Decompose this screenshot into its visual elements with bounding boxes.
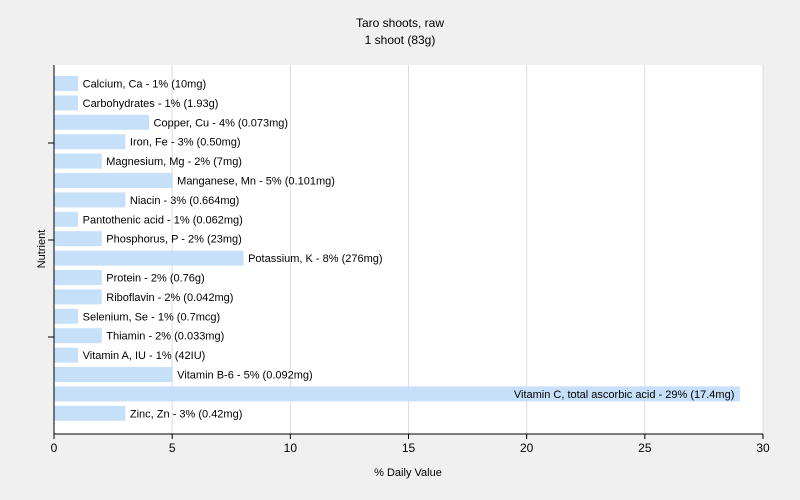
x-tick-label: 0	[51, 441, 58, 455]
bar	[54, 347, 79, 363]
grid-lines	[171, 65, 764, 434]
bar-label: Potassium, K - 8% (276mg)	[248, 253, 382, 265]
bar-label: Iron, Fe - 3% (0.50mg)	[130, 137, 241, 149]
bar	[54, 328, 102, 344]
x-tick-label: 15	[402, 441, 416, 455]
bar-label: Calcium, Ca - 1% (10mg)	[83, 79, 206, 91]
bar	[54, 270, 102, 285]
x-tick-label: 25	[638, 441, 652, 455]
bar-label: Carbohydrates - 1% (1.93g)	[83, 98, 219, 110]
bar-label: Copper, Cu - 4% (0.073mg)	[154, 117, 289, 129]
bar	[54, 76, 79, 91]
bar	[54, 114, 150, 130]
bar-label: Pantothenic acid - 1% (0.062mg)	[83, 214, 243, 226]
bar-label: Vitamin C, total ascorbic acid - 29% (17…	[514, 389, 735, 401]
bar-label: Phosphorus, P - 2% (23mg)	[106, 234, 242, 246]
bar-label: Riboflavin - 2% (0.042mg)	[106, 292, 233, 304]
bar-label: Vitamin A, IU - 1% (42IU)	[83, 350, 206, 362]
bar-label: Selenium, Se - 1% (0.7mcg)	[83, 311, 221, 323]
bar-label: Vitamin B-6 - 5% (0.092mg)	[177, 370, 313, 382]
x-axis-title: % Daily Value	[374, 467, 442, 479]
bar	[54, 405, 126, 421]
y-axis-title: Nutrient	[36, 230, 48, 269]
bars	[54, 76, 740, 421]
bar	[54, 367, 173, 382]
axes: 0 5 10 15 20 25 30	[48, 65, 770, 455]
bar-label: Protein - 2% (0.76g)	[106, 273, 204, 285]
x-tick-label: 20	[520, 441, 534, 455]
bar	[54, 95, 79, 111]
x-tick-label: 30	[756, 441, 770, 455]
x-tick-label: 5	[169, 441, 176, 455]
bar-label: Magnesium, Mg - 2% (7mg)	[106, 156, 242, 168]
bar-label: Thiamin - 2% (0.033mg)	[106, 331, 224, 343]
chart-subtitle: 1 shoot (83g)	[365, 33, 436, 47]
bar	[54, 173, 173, 188]
bar	[54, 308, 79, 324]
bar-labels: Calcium, Ca - 1% (10mg) Carbohydrates - 1…	[83, 79, 735, 421]
bar	[54, 250, 244, 266]
bar	[54, 289, 102, 305]
bar-label: Zinc, Zn - 3% (0.42mg)	[130, 408, 242, 420]
bar-label: Manganese, Mn - 5% (0.101mg)	[177, 176, 335, 188]
x-tick-label: 10	[284, 441, 298, 455]
chart-title: Taro shoots, raw	[356, 16, 444, 30]
bar	[54, 192, 126, 208]
bar	[54, 231, 102, 247]
bar	[54, 153, 102, 169]
bar	[54, 211, 79, 227]
bar	[54, 386, 740, 402]
bar-label: Niacin - 3% (0.664mg)	[130, 195, 239, 207]
bar	[54, 134, 126, 150]
